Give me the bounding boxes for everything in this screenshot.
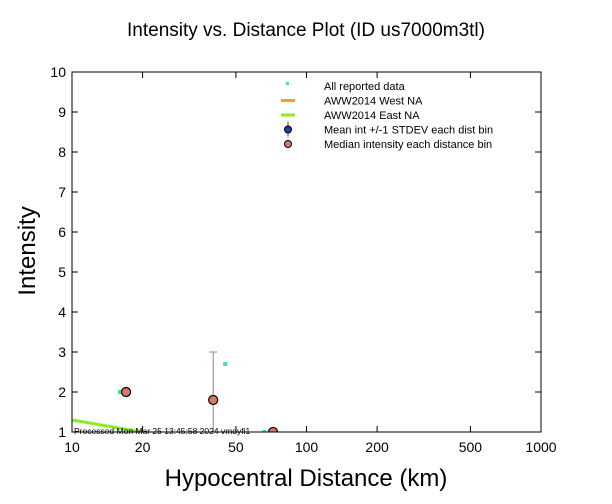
data-layer [72, 351, 279, 432]
y-tick-label: 7 [58, 184, 66, 200]
legend-label: Mean int +/-1 STDEV each dist bin [324, 125, 493, 137]
legend-label: Median intensity each distance bin [324, 139, 492, 151]
y-tick-label: 9 [58, 104, 66, 120]
median-bin-marker [267, 426, 279, 432]
data-point [223, 362, 228, 366]
legend-label: AWW2014 West NA [324, 96, 423, 108]
legend-symbol-mean [284, 125, 292, 134]
median-bin-marker [120, 386, 132, 398]
x-tick-label: 100 [295, 439, 319, 455]
chart-title: Intensity vs. Distance Plot (ID us7000m3… [127, 20, 485, 41]
axes: 10 20 50 100 200 500 1000 1 2 3 4 5 6 7 8 9 10 [50, 64, 556, 455]
curve-aww2014-east-na [72, 418, 143, 432]
x-tick-label: 1000 [525, 439, 556, 455]
x-tick-label: 50 [228, 439, 244, 455]
y-tick-label: 8 [58, 144, 66, 160]
y-tick-label: 5 [58, 264, 66, 280]
x-tick-label: 20 [135, 439, 151, 455]
data-point [262, 430, 267, 432]
y-tick-label: 1 [58, 424, 66, 440]
legend: All reported data AWW2014 West NA AWW2014 … [281, 81, 493, 151]
legend-symbol-median [284, 140, 292, 148]
legend-label: AWW2014 East NA [324, 110, 420, 122]
y-tick-label: 10 [50, 64, 66, 80]
data-point [117, 390, 122, 394]
x-tick-label: 200 [365, 439, 389, 455]
y-tick-label: 3 [58, 344, 66, 360]
x-tick-label: 10 [64, 439, 80, 455]
y-axis-title: Intensity [14, 206, 41, 295]
y-tick-label: 6 [58, 224, 66, 240]
y-tick-label: 4 [58, 304, 66, 320]
legend-label: All reported data [324, 81, 406, 93]
median-bin-marker [208, 394, 219, 406]
legend-symbol-point [286, 82, 289, 85]
y-tick-label: 2 [58, 384, 66, 400]
x-axis-title: Hypocentral Distance (km) [165, 465, 448, 492]
x-tick-label: 500 [459, 439, 483, 455]
processed-timestamp: Processed Mon Mar 25 13:45:58 2024 vmdyf… [74, 426, 251, 436]
